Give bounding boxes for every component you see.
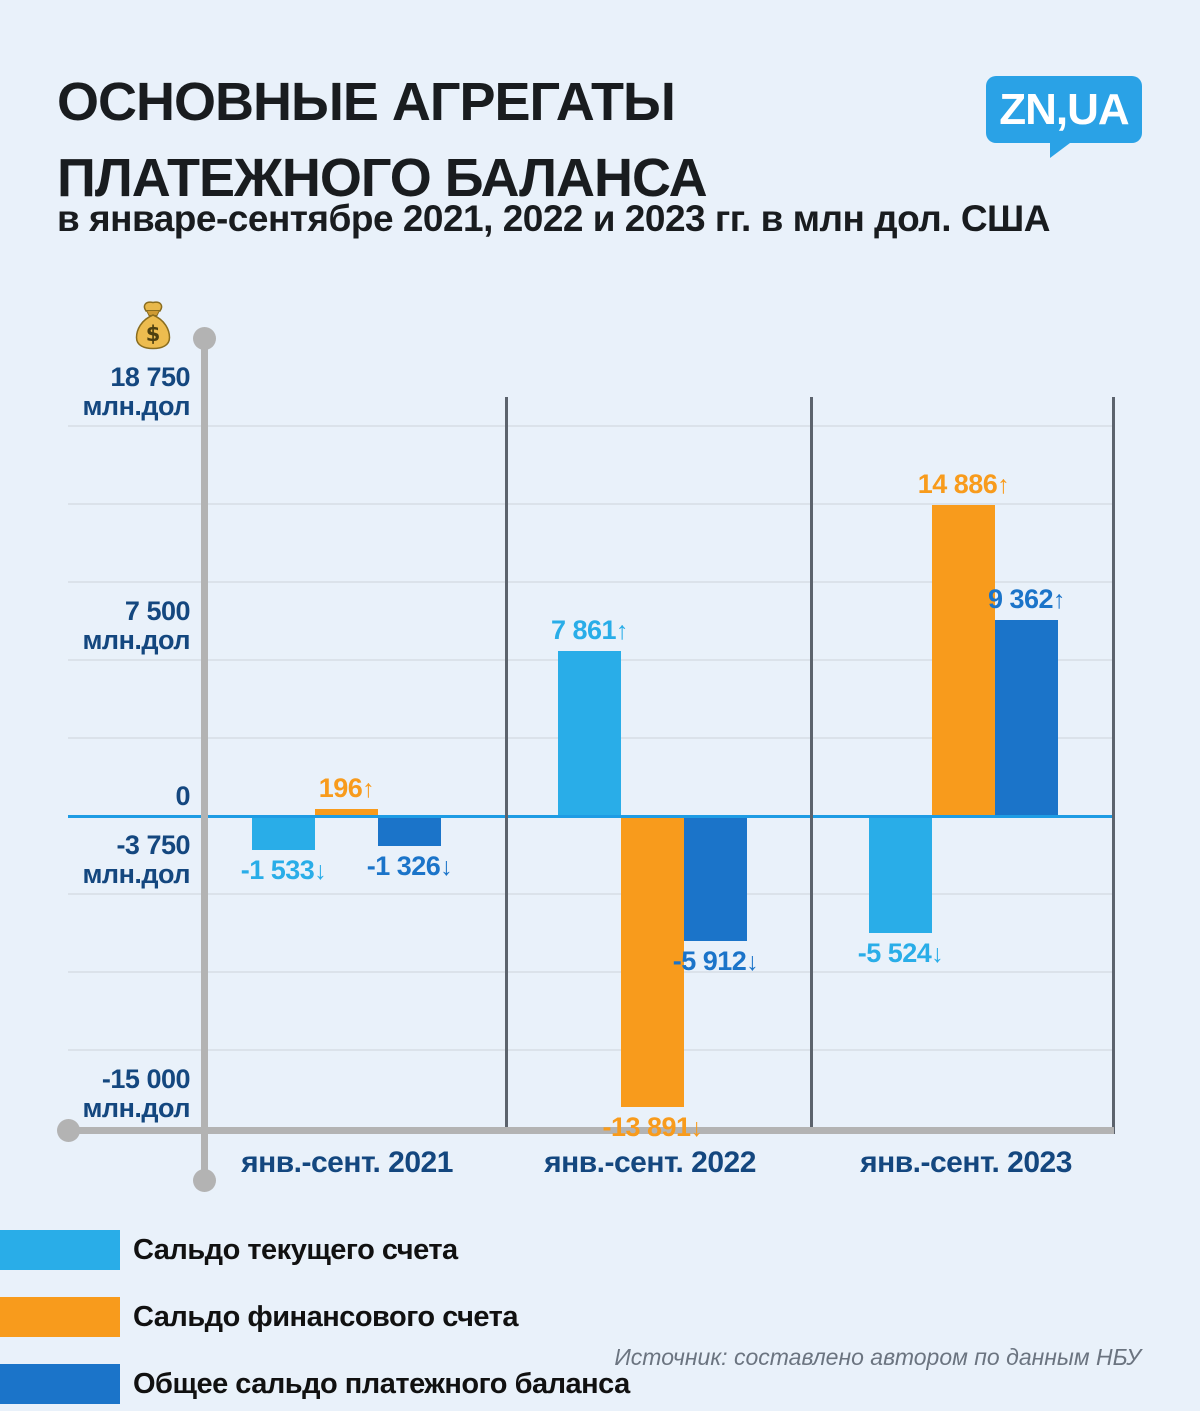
money-bag-icon: $: [135, 301, 171, 350]
bar-series1-group3: [869, 818, 932, 933]
x-axis-line: [68, 1127, 1114, 1134]
y-axis-top-dot: [193, 327, 216, 350]
znua-logo-tail: [1050, 140, 1074, 158]
legend-swatch-current-account: [0, 1230, 120, 1270]
y-axis-bottom-dot: [193, 1169, 216, 1192]
legend-label-overall-balance: Общее сальдо платежного баланса: [133, 1368, 630, 1400]
plot-right-border: [1112, 397, 1115, 1134]
bar-series1-group1: [252, 818, 315, 850]
legend-swatch-overall-balance: [0, 1364, 120, 1404]
source-note: Источник: составлено автором по данным Н…: [614, 1344, 1141, 1370]
bar-value-series2-group3: 14 886↑: [917, 469, 1010, 499]
y-tick-18750: 18 750 млн.дол: [82, 362, 190, 421]
x-tick-3: янв.-сент. 2023: [860, 1146, 1072, 1179]
x-tick-1: янв.-сент. 2021: [241, 1146, 453, 1179]
y-tick--3750: -3 750 млн.дол: [82, 830, 190, 889]
bar-series3-group1: [378, 818, 441, 846]
bar-value-series2-group1: 196↑: [318, 773, 375, 803]
bar-value-series1-group2: 7 861↑: [550, 615, 629, 645]
svg-text:$: $: [146, 322, 161, 346]
znua-logo: ZN,UA: [986, 76, 1142, 143]
y-tick--15000: -15 000 млн.дол: [82, 1064, 190, 1123]
page-subtitle: в январе-сентябре 2021, 2022 и 2023 гг. …: [57, 198, 1050, 239]
page-title-line1: ОСНОВНЫЕ АГРЕГАТЫ: [57, 72, 676, 132]
gridline-18750: [68, 425, 1114, 427]
group-separator-2: [810, 397, 813, 1134]
arrow-down-icon: ↓: [314, 857, 327, 885]
gridline--3750: [68, 893, 1114, 895]
bar-series1-group2: [558, 651, 621, 815]
page-title-line2: ПЛАТЕЖНОГО БАЛАНСА: [57, 148, 708, 208]
bar-series2-group1: [315, 809, 378, 815]
arrow-down-icon: ↓: [931, 940, 944, 968]
bar-series2-group3: [932, 505, 995, 815]
page-title: ОСНОВНЫЕ АГРЕГАТЫ ПЛАТЕЖНОГО БАЛАНСА: [57, 64, 708, 216]
legend-swatch-financial-account: [0, 1297, 120, 1337]
gridline-15000: [68, 503, 1114, 505]
x-tick-2: янв.-сент. 2022: [544, 1146, 756, 1179]
bar-value-series1-group1: -1 533↓: [240, 855, 327, 885]
znua-logo-text: ZN,UA: [999, 84, 1129, 134]
bar-value-series3-group3: 9 362↑: [987, 584, 1066, 614]
bar-series3-group2: [684, 818, 747, 941]
bar-value-series3-group2: -5 912↓: [672, 946, 759, 976]
gridline--7500: [68, 971, 1114, 973]
y-axis-line: [201, 338, 208, 1180]
arrow-up-icon: ↑: [616, 617, 629, 645]
arrow-up-icon: ↑: [997, 471, 1010, 499]
gridline-11250: [68, 581, 1114, 583]
group-separator-1: [505, 397, 508, 1134]
legend-label-current-account: Сальдо текущего счета: [133, 1234, 458, 1266]
arrow-up-icon: ↑: [362, 775, 375, 803]
x-axis-left-dot: [57, 1119, 80, 1142]
bar-value-series2-group2: -13 891↓: [602, 1112, 704, 1142]
bar-value-series1-group3: -5 524↓: [857, 938, 944, 968]
arrow-down-icon: ↓: [440, 853, 453, 881]
gridline--11250: [68, 1049, 1114, 1051]
arrow-down-icon: ↓: [690, 1114, 704, 1142]
arrow-up-icon: ↑: [1053, 586, 1066, 614]
zero-baseline: [68, 815, 1114, 818]
y-tick-7500: 7 500 млн.дол: [82, 596, 190, 655]
y-tick-0: 0: [175, 781, 190, 811]
legend-label-financial-account: Сальдо финансового счета: [133, 1301, 518, 1333]
bar-series3-group3: [995, 620, 1058, 815]
arrow-down-icon: ↓: [746, 948, 759, 976]
bar-value-series3-group1: -1 326↓: [366, 851, 453, 881]
bar-series2-group2: [621, 818, 684, 1107]
